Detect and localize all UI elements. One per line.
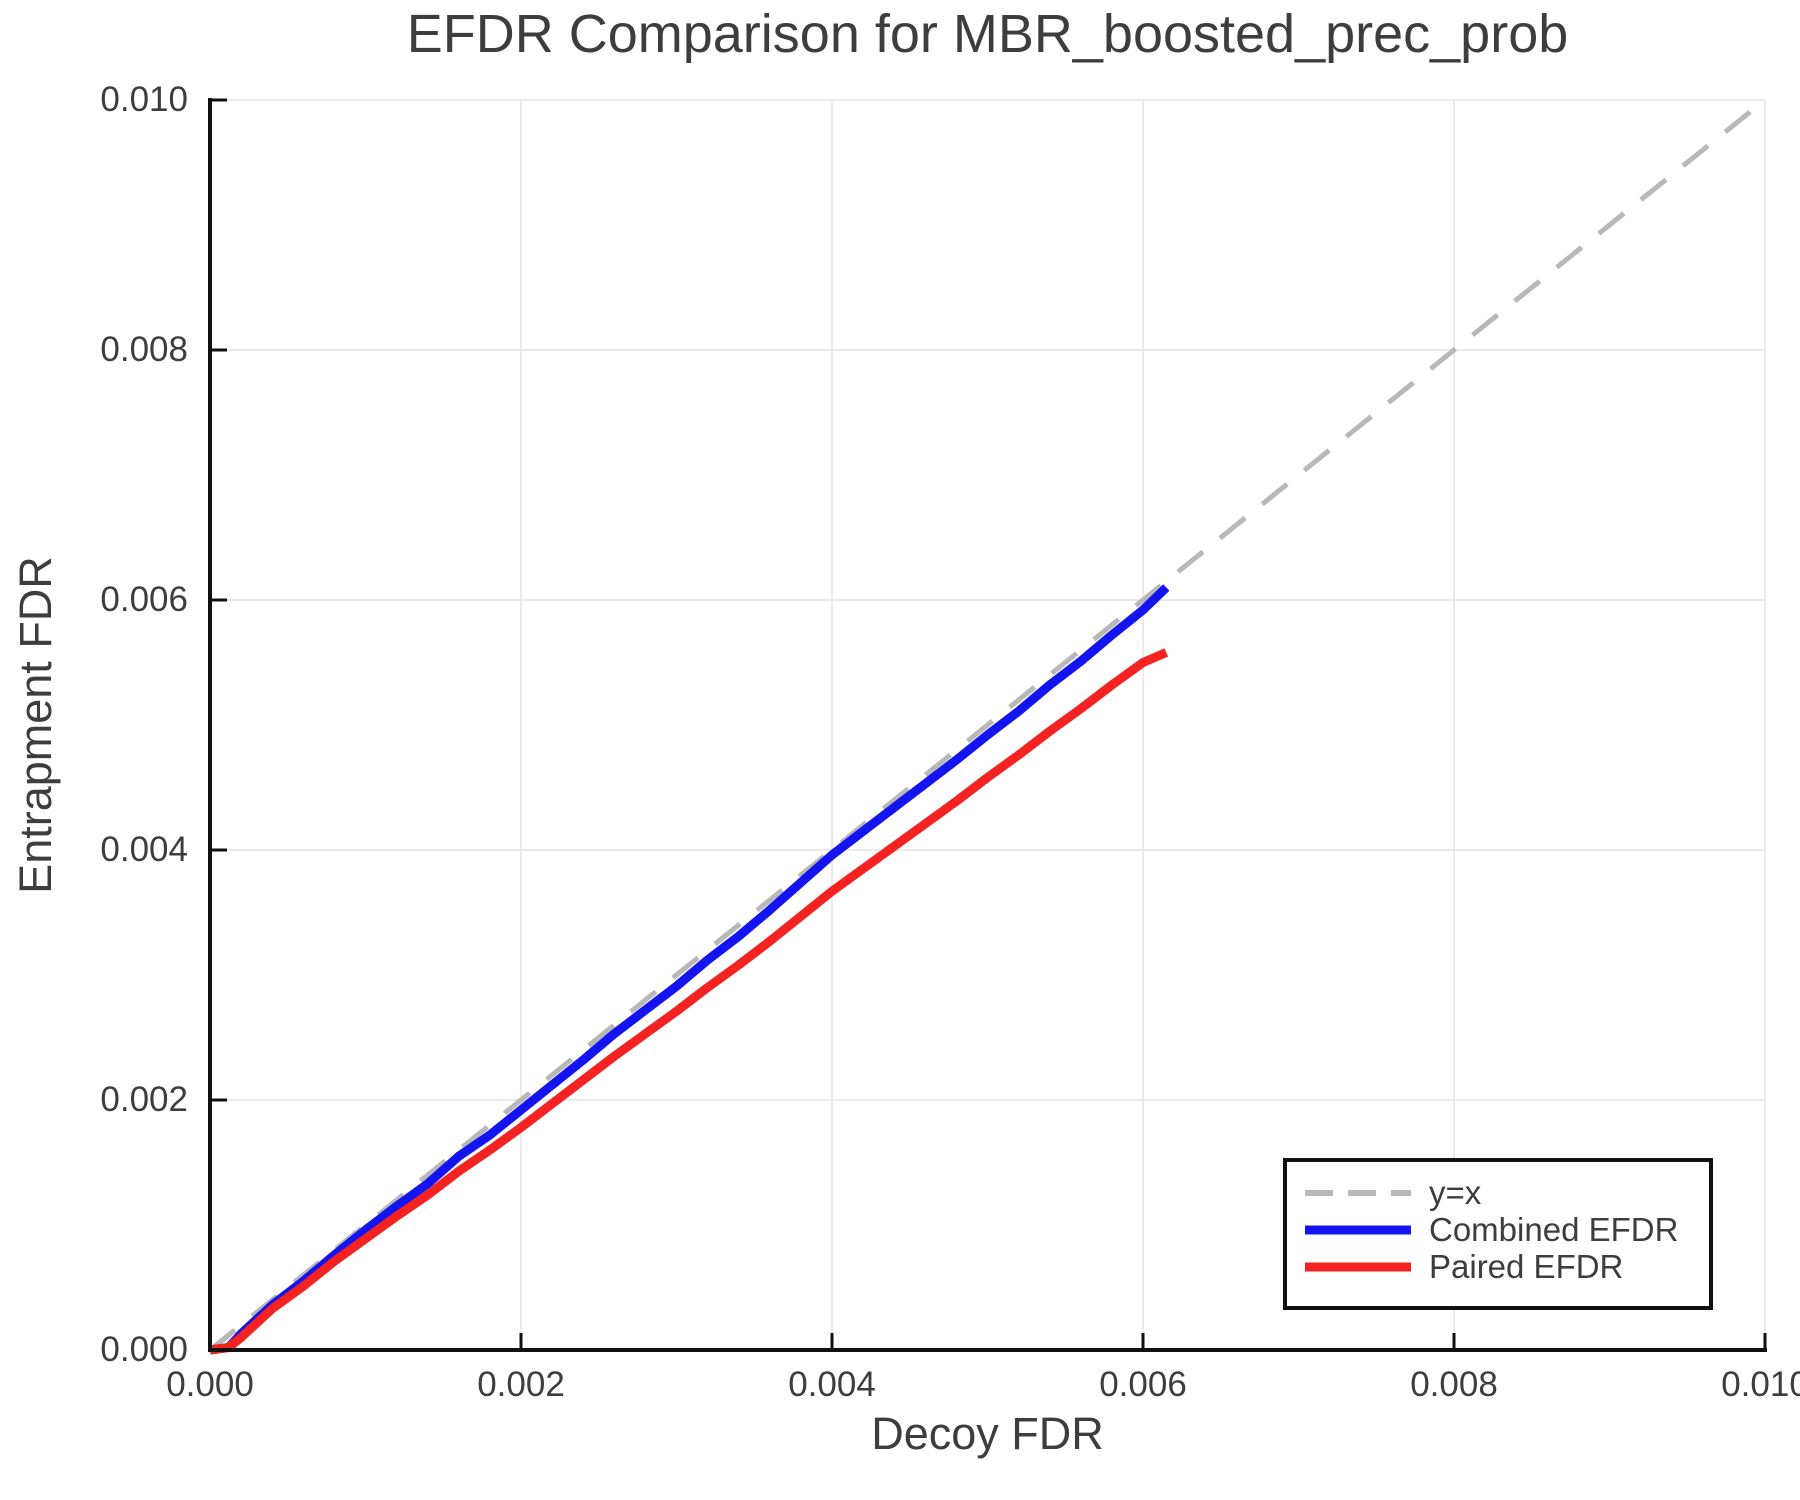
legend-line-swatch (1305, 1225, 1411, 1234)
x-tick-label: 0.000 (166, 1365, 254, 1404)
legend-row-paired-efdr: Paired EFDR (1303, 1248, 1709, 1285)
legend-label: Combined EFDR (1429, 1210, 1679, 1248)
chart-title: EFDR Comparison for MBR_boosted_prec_pro… (406, 4, 1569, 64)
x-tick-label: 0.008 (1410, 1365, 1498, 1404)
legend-row-combined-efdr: Combined EFDR (1303, 1211, 1709, 1248)
legend-label: Paired EFDR (1429, 1247, 1624, 1285)
y-tick-label: 0.008 (100, 330, 188, 369)
y-tick-label: 0.004 (100, 830, 188, 869)
legend-line-swatch (1305, 1189, 1411, 1196)
legend-row-y-x: y=x (1303, 1174, 1709, 1211)
x-tick-label: 0.010 (1721, 1365, 1800, 1404)
x-tick-label: 0.004 (788, 1365, 876, 1404)
legend-line-swatch (1305, 1262, 1411, 1271)
y-tick-label: 0.000 (100, 1330, 188, 1369)
x-tick-label: 0.002 (477, 1365, 565, 1404)
legend-label: y=x (1429, 1173, 1482, 1211)
series-line-combined-efdr (209, 584, 1170, 1355)
series-line-paired-efdr (209, 648, 1169, 1355)
x-tick-label: 0.006 (1099, 1365, 1187, 1404)
y-tick-label: 0.002 (100, 1080, 188, 1119)
x-axis-label: Decoy FDR (871, 1408, 1104, 1459)
legend: y=x Combined EFDR Paired EFDR (1283, 1158, 1713, 1310)
y-tick-label: 0.010 (100, 80, 188, 119)
y-tick-label: 0.006 (100, 580, 188, 619)
series-line-y-x (208, 98, 1767, 1352)
